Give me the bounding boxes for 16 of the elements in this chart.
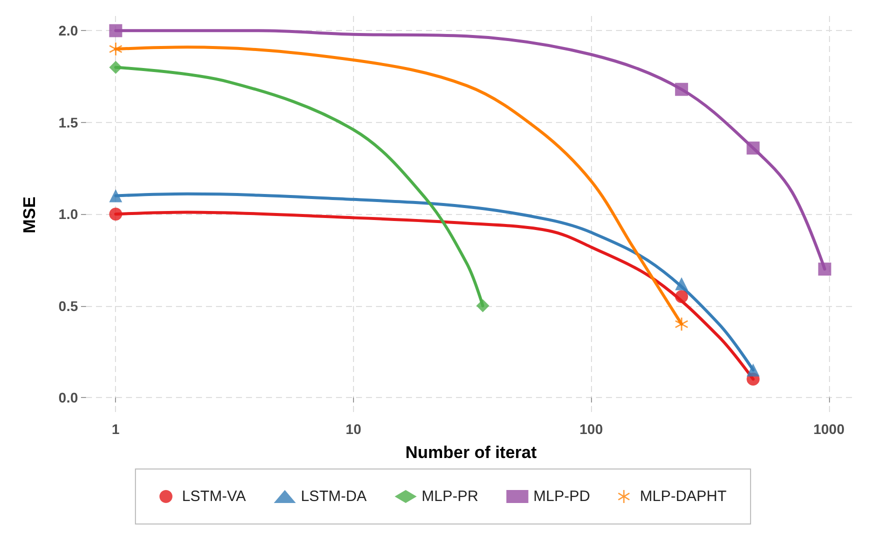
y-tick-label: 0.5 (58, 298, 78, 314)
x-tick-label: 10 (346, 421, 362, 437)
legend-label: LSTM-DA (300, 488, 367, 505)
x-tick-label: 1 (112, 421, 120, 437)
y-axis-title: MSE (20, 196, 39, 234)
x-tick-label: 100 (579, 421, 604, 437)
y-tick-label: 1.0 (58, 206, 78, 222)
x-tick-label: 1000 (813, 421, 845, 437)
legend-label: MLP-PR (422, 488, 479, 505)
legend-label: LSTM-VA (182, 488, 246, 505)
legend-label: MLP-DAPHT (640, 488, 727, 505)
x-axis-title: Number of iterat (405, 443, 537, 462)
y-tick-label: 2.0 (58, 22, 78, 39)
legend-label: MLP-PD (533, 488, 590, 505)
y-tick-label: 0.0 (58, 389, 78, 406)
y-tick-label: 1.5 (58, 114, 78, 130)
